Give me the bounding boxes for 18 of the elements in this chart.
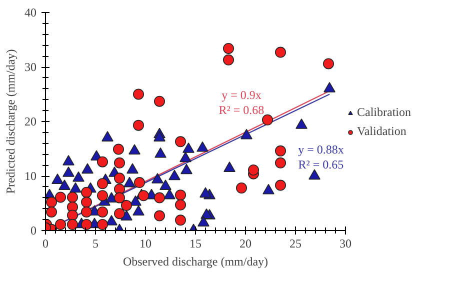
x-tick-label: 25: [290, 236, 302, 250]
x-tick-label: 0: [42, 236, 48, 250]
y-tick-label: 30: [24, 60, 36, 74]
y-tick-label: 20: [24, 114, 36, 128]
y-tick-label: 0: [30, 224, 36, 238]
y-axis-title: Predicted discharge (mm/day): [4, 49, 18, 194]
x-tick-label: 15: [190, 236, 202, 250]
y-tick-label: 40: [24, 6, 36, 20]
x-tick-label: 20: [240, 236, 252, 250]
annotation: y = 0.9x R² = 0.68: [218, 88, 264, 118]
x-axis-title: Observed discharge (mm/day): [122, 254, 268, 268]
x-tick-label: 10: [140, 236, 152, 250]
x-tick-label: 5: [92, 236, 98, 250]
legend-label: Validation: [357, 124, 406, 139]
legend-label: Calibration: [357, 105, 411, 120]
y-tick-label: 10: [24, 169, 36, 183]
annotation: y = 0.88x R² = 0.65: [298, 142, 344, 172]
x-tick-label: 30: [340, 236, 352, 250]
